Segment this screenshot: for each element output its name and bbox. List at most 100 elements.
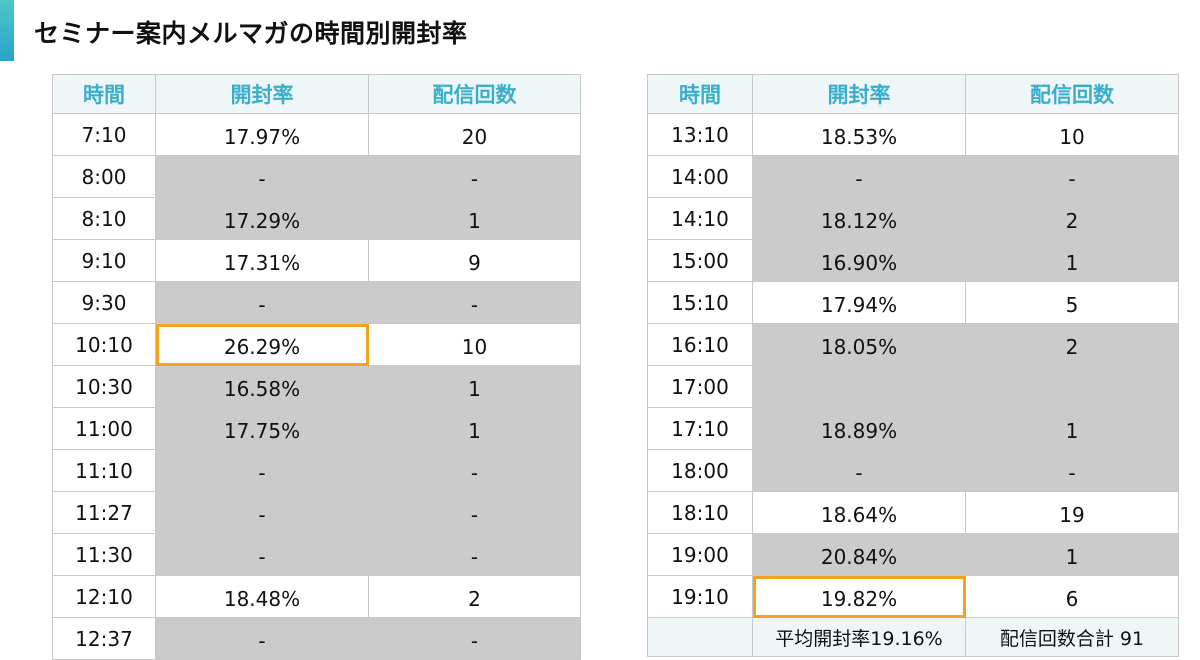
send-count-cell: 19 xyxy=(965,491,1179,534)
time-cell: 18:10 xyxy=(647,491,753,534)
send-count-cell: - xyxy=(368,449,581,492)
time-cell: 11:10 xyxy=(52,449,156,492)
table-row: 7:10 17.97% 20 xyxy=(52,113,581,156)
time-cell: 13:10 xyxy=(647,113,753,156)
table-row: 18:10 18.64% 19 xyxy=(647,491,1179,534)
send-count-cell: - xyxy=(368,155,581,198)
send-count-cell: - xyxy=(965,449,1179,492)
open-rate-cell: - xyxy=(752,449,966,492)
open-rate-cell: - xyxy=(155,491,369,534)
table-row: 14:10 18.12% 2 xyxy=(647,197,1179,240)
time-cell: 16:10 xyxy=(647,323,753,366)
open-rate-cell: 16.90% xyxy=(752,239,966,282)
table-row: 17:10 18.89% 1 xyxy=(647,407,1179,450)
open-rate-cell: - xyxy=(155,533,369,576)
open-rate-cell: 26.29% xyxy=(155,323,369,366)
open-rate-cell: - xyxy=(155,155,369,198)
time-cell: 12:37 xyxy=(52,617,156,660)
summary-row: 平均開封率19.16% 配信回数合計 91 xyxy=(647,617,1179,657)
send-count-cell: - xyxy=(368,281,581,324)
time-cell: 15:00 xyxy=(647,239,753,282)
send-count-cell: 1 xyxy=(368,197,581,240)
open-rate-cell: 18.53% xyxy=(752,113,966,156)
send-count-cell: - xyxy=(368,533,581,576)
open-rate-cell: - xyxy=(752,155,966,198)
open-rate-cell: - xyxy=(155,617,369,660)
open-rate-cell: 17.94% xyxy=(752,281,966,324)
time-cell: 10:30 xyxy=(52,365,156,408)
send-count-cell: 1 xyxy=(368,365,581,408)
time-cell: 7:10 xyxy=(52,113,156,156)
table-row: 12:10 18.48% 2 xyxy=(52,575,581,618)
open-rate-cell: 17.29% xyxy=(155,197,369,240)
open-rate-cell xyxy=(752,365,966,408)
send-count-cell: 2 xyxy=(368,575,581,618)
table-row: 12:37- - xyxy=(52,617,581,660)
average-open-rate: 平均開封率19.16% xyxy=(752,617,966,657)
send-count-cell: 10 xyxy=(368,323,581,366)
open-rate-cell: - xyxy=(155,449,369,492)
open-rate-table-left: 時間 開封率 配信回数 7:10 17.97% 20 8:00- -8:10 17.29%… xyxy=(52,74,581,660)
header-open-rate: 開封率 xyxy=(752,74,966,114)
send-count-cell: 1 xyxy=(965,239,1179,282)
send-count-cell: 2 xyxy=(965,197,1179,240)
open-rate-cell: 18.12% xyxy=(752,197,966,240)
open-rate-table-right: 時間 開封率 配信回数 13:10 18.53% 10 14:00- -14:10 18.… xyxy=(647,74,1179,657)
time-cell: 8:10 xyxy=(52,197,156,240)
open-rate-cell: 17.97% xyxy=(155,113,369,156)
table-row: 11:30- - xyxy=(52,533,581,576)
time-cell: 12:10 xyxy=(52,575,156,618)
time-cell: 10:10 xyxy=(52,323,156,366)
open-rate-cell: - xyxy=(155,281,369,324)
summary-empty-cell xyxy=(647,617,753,657)
page-title: セミナー案内メルマガの時間別開封率 xyxy=(34,19,468,48)
send-count-cell: 6 xyxy=(965,575,1179,618)
send-count-cell: 1 xyxy=(368,407,581,450)
table-row: 11:00 17.75% 1 xyxy=(52,407,581,450)
send-count-cell: - xyxy=(965,155,1179,198)
open-rate-cell: 16.58% xyxy=(155,365,369,408)
header-send-count: 配信回数 xyxy=(368,74,581,114)
time-cell: 9:10 xyxy=(52,239,156,282)
time-cell: 17:10 xyxy=(647,407,753,450)
open-rate-cell: 18.89% xyxy=(752,407,966,450)
time-cell: 15:10 xyxy=(647,281,753,324)
send-count-cell xyxy=(965,365,1179,408)
table-row: 14:00- - xyxy=(647,155,1179,198)
send-count-cell: 9 xyxy=(368,239,581,282)
table-row: 17:00 xyxy=(647,365,1179,408)
send-count-cell: 2 xyxy=(965,323,1179,366)
time-cell: 14:10 xyxy=(647,197,753,240)
open-rate-cell: 18.05% xyxy=(752,323,966,366)
time-cell: 9:30 xyxy=(52,281,156,324)
header-open-rate: 開封率 xyxy=(155,74,369,114)
total-send-count: 配信回数合計 91 xyxy=(965,617,1179,657)
table-row: 11:10- - xyxy=(52,449,581,492)
table-row: 10:10 26.29% 10 xyxy=(52,323,581,366)
open-rate-cell: 18.64% xyxy=(752,491,966,534)
open-rate-cell: 19.82% xyxy=(752,575,966,618)
send-count-cell: - xyxy=(368,617,581,660)
header-time: 時間 xyxy=(52,74,156,114)
table-row: 9:10 17.31% 9 xyxy=(52,239,581,282)
table-row: 9:30- - xyxy=(52,281,581,324)
table-row: 11:27- - xyxy=(52,491,581,534)
send-count-cell: 20 xyxy=(368,113,581,156)
open-rate-cell: 20.84% xyxy=(752,533,966,576)
send-count-cell: - xyxy=(368,491,581,534)
header-send-count: 配信回数 xyxy=(965,74,1179,114)
table-row: 18:00- - xyxy=(647,449,1179,492)
table-row: 10:30 16.58% 1 xyxy=(52,365,581,408)
time-cell: 11:30 xyxy=(52,533,156,576)
send-count-cell: 1 xyxy=(965,533,1179,576)
time-cell: 11:00 xyxy=(52,407,156,450)
table-row: 8:00- - xyxy=(52,155,581,198)
time-cell: 14:00 xyxy=(647,155,753,198)
table-row: 16:10 18.05% 2 xyxy=(647,323,1179,366)
time-cell: 17:00 xyxy=(647,365,753,408)
open-rate-cell: 17.75% xyxy=(155,407,369,450)
header-time: 時間 xyxy=(647,74,753,114)
title-accent-bar xyxy=(0,0,14,61)
time-cell: 8:00 xyxy=(52,155,156,198)
table-row: 19:00 20.84% 1 xyxy=(647,533,1179,576)
